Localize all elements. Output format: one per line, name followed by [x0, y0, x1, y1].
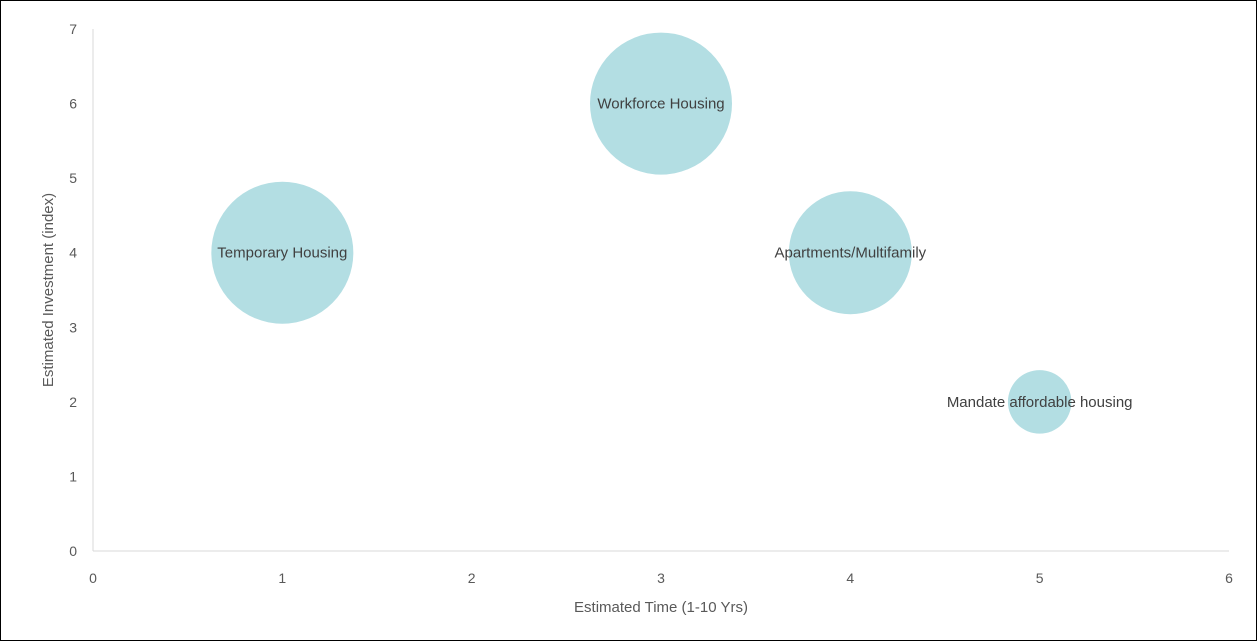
bubble-label: Workforce Housing [597, 96, 724, 113]
y-tick-label: 6 [69, 96, 77, 112]
bubble-label: Temporary Housing [217, 245, 347, 262]
axes [92, 29, 1229, 552]
x-tick-label: 4 [846, 570, 854, 586]
bubble [1007, 370, 1072, 434]
y-tick-label: 4 [69, 245, 77, 261]
x-tick-label: 0 [89, 570, 97, 586]
x-tick-label: 6 [1225, 570, 1233, 586]
y-tick-label: 5 [69, 170, 77, 186]
y-tick-label: 1 [69, 468, 77, 484]
x-tick-label: 2 [468, 570, 476, 586]
x-tick-label: 1 [278, 570, 286, 586]
y-axis-title: Estimated Investment (index) [40, 193, 57, 387]
y-tick-label: 0 [69, 543, 77, 559]
x-axis-title: Estimated Time (1-10 Yrs) [574, 599, 748, 616]
y-tick-label: 7 [69, 21, 77, 37]
bubble-label: Apartments/Multifamily [774, 245, 926, 262]
x-tick-label: 3 [657, 570, 665, 586]
bubble-labels: Temporary Housing Workforce Housing Apartm… [217, 96, 1132, 411]
y-tick-label: 2 [69, 394, 77, 410]
bubble [590, 32, 732, 175]
bubbles [211, 32, 1072, 434]
y-tick-labels: 0 1 2 3 4 5 6 7 [69, 21, 77, 559]
bubble [788, 191, 912, 315]
bubble [211, 181, 354, 324]
y-tick-label: 3 [69, 319, 77, 335]
bubble-label: Mandate affordable housing [947, 394, 1133, 411]
x-tick-labels: 0 1 2 3 4 5 6 [89, 570, 1233, 586]
x-tick-label: 5 [1036, 570, 1044, 586]
